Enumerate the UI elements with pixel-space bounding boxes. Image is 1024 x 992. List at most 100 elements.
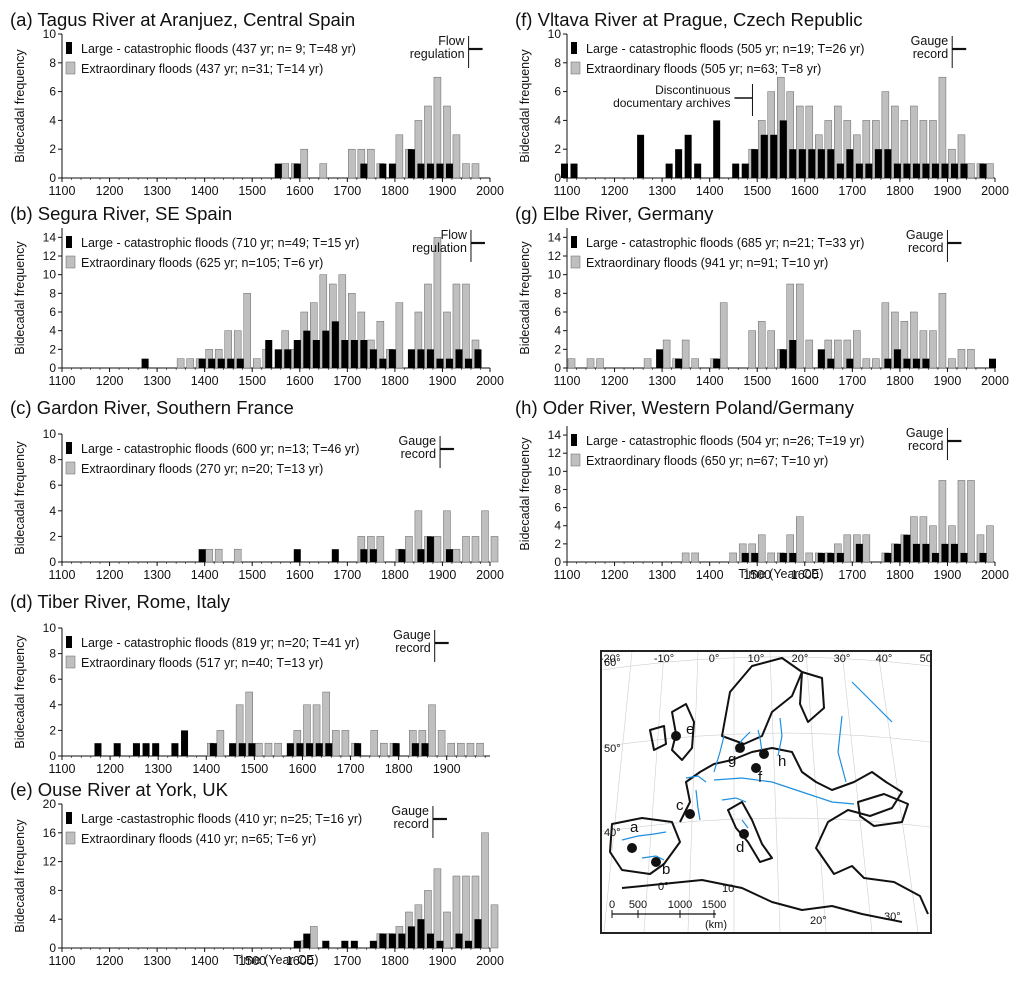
mainland-coast <box>679 747 929 915</box>
bar-large <box>421 743 429 756</box>
map-lat-label: 60° <box>604 657 621 669</box>
bar-extraordinary <box>881 302 890 369</box>
bar-large <box>142 743 150 756</box>
x-tick-label: 1900 <box>429 568 457 582</box>
bar-large <box>874 149 882 178</box>
y-tick-label: 4 <box>554 519 561 533</box>
bar-extraordinary <box>767 330 775 369</box>
bar-large <box>331 321 339 368</box>
y-tick-label: 6 <box>49 478 56 492</box>
bar-extraordinary <box>348 148 356 179</box>
y-tick-label: 10 <box>43 427 57 441</box>
bar-large <box>113 743 121 756</box>
bar-large <box>417 349 425 368</box>
bar-large <box>770 134 778 178</box>
y-tick-label: 6 <box>49 85 56 99</box>
panel-title: (c) Gardon River, Southern France <box>10 397 294 418</box>
bar-large <box>798 149 806 178</box>
bar-large <box>827 552 835 562</box>
north-africa-coast <box>621 879 903 923</box>
x-tick-label: 1600 <box>286 568 314 582</box>
y-tick-label: 2 <box>49 529 56 543</box>
bar-extraordinary <box>662 339 671 369</box>
y-tick-label: 8 <box>49 647 56 661</box>
legend-swatch-large <box>66 42 72 54</box>
bar-large <box>388 163 396 178</box>
bar-large <box>846 149 854 178</box>
marker-label: Flow regulation <box>412 228 468 255</box>
bar-large <box>941 543 949 562</box>
bar-extraordinary <box>452 548 461 563</box>
bar-large <box>407 149 415 178</box>
bar-extraordinary <box>481 510 489 563</box>
y-axis-label: Bidecadal frequency <box>13 819 27 933</box>
bar-large <box>293 549 301 562</box>
x-tick-label: 1600 <box>286 184 314 198</box>
map-site-marker <box>739 829 749 839</box>
panel-h: (h) Oder River, Western Poland/Germany Bi… <box>515 397 1009 582</box>
bar-extraordinary <box>948 358 956 369</box>
bar-large <box>379 358 387 368</box>
y-tick-label: 10 <box>43 268 57 282</box>
y-tick-label: 8 <box>49 56 56 70</box>
bar-large <box>922 358 930 368</box>
map-site-marker <box>627 843 637 853</box>
x-tick-label: 1700 <box>333 568 361 582</box>
y-tick-label: 8 <box>554 286 561 300</box>
y-tick-label: 2 <box>554 537 561 551</box>
bar-large <box>474 919 482 948</box>
map-site-marker <box>759 749 769 759</box>
bar-large <box>903 534 911 562</box>
panel-title: (a) Tagus River at Aranjuez, Central Spa… <box>10 9 355 30</box>
legend-swatch-extraordinary <box>65 255 76 269</box>
y-tick-label: 14 <box>43 230 57 244</box>
bar-extraordinary <box>433 536 442 563</box>
bar-large <box>855 163 863 178</box>
bar-large <box>312 340 320 368</box>
bar-extraordinary <box>957 349 966 369</box>
map-lon-label: 0° <box>709 653 720 665</box>
x-tick-label: 1300 <box>143 954 171 968</box>
bar-extraordinary <box>796 516 804 563</box>
bar-large <box>360 549 368 562</box>
map-lon-label: 30° <box>834 653 851 665</box>
x-tick-label: 1100 <box>49 568 76 582</box>
legend-label-large: Large -castastrophic floods (410 yr; n=2… <box>81 812 362 826</box>
x-tick-label: 1100 <box>49 762 76 776</box>
bar-large <box>941 163 949 178</box>
panel-g: (g) Elbe River, Germany Bidecadal frequen… <box>515 203 1009 388</box>
map-scale-label: 1500 <box>702 899 726 911</box>
x-tick-label: 1300 <box>143 568 171 582</box>
x-tick-label: 1700 <box>838 184 866 198</box>
river-loire <box>685 775 707 783</box>
legend-swatch-extraordinary <box>65 831 76 845</box>
legend-swatch-large <box>571 236 577 248</box>
y-tick-label: 4 <box>49 912 56 926</box>
bar-large <box>325 743 333 756</box>
x-tick-label: 1200 <box>601 184 629 198</box>
bar-large <box>684 134 692 178</box>
bar-large <box>369 549 377 562</box>
bar-large <box>208 358 216 368</box>
bar-extraordinary <box>481 832 489 949</box>
bar-extraordinary <box>428 704 436 757</box>
legend-label-large: Large - catastrophic floods (685 yr; n=2… <box>586 236 864 250</box>
bar-large <box>296 743 304 756</box>
panel-a: (a) Tagus River at Aranjuez, Central Spa… <box>10 9 504 198</box>
bar-extraordinary <box>341 730 350 757</box>
bar-extraordinary <box>767 552 775 563</box>
bar-large <box>912 543 920 562</box>
river-tiber <box>741 819 749 829</box>
legend-label-extraordinary: Extraordinary floods (437 yr; n=31; T=14… <box>81 62 323 76</box>
bar-extraordinary <box>216 730 225 757</box>
bar-large <box>407 926 415 948</box>
map-lon-label: 20° <box>792 653 809 665</box>
map-scale-label: 1000 <box>668 899 692 911</box>
bar-extraordinary <box>490 536 499 563</box>
y-axis-label: Bidecadal frequency <box>13 441 27 555</box>
panel-d: (d) Tiber River, Rome, Italy Bidecadal fr… <box>10 591 490 776</box>
x-tick-label: 1900 <box>934 184 962 198</box>
river-dnieper <box>837 715 847 783</box>
bar-large <box>426 933 434 948</box>
